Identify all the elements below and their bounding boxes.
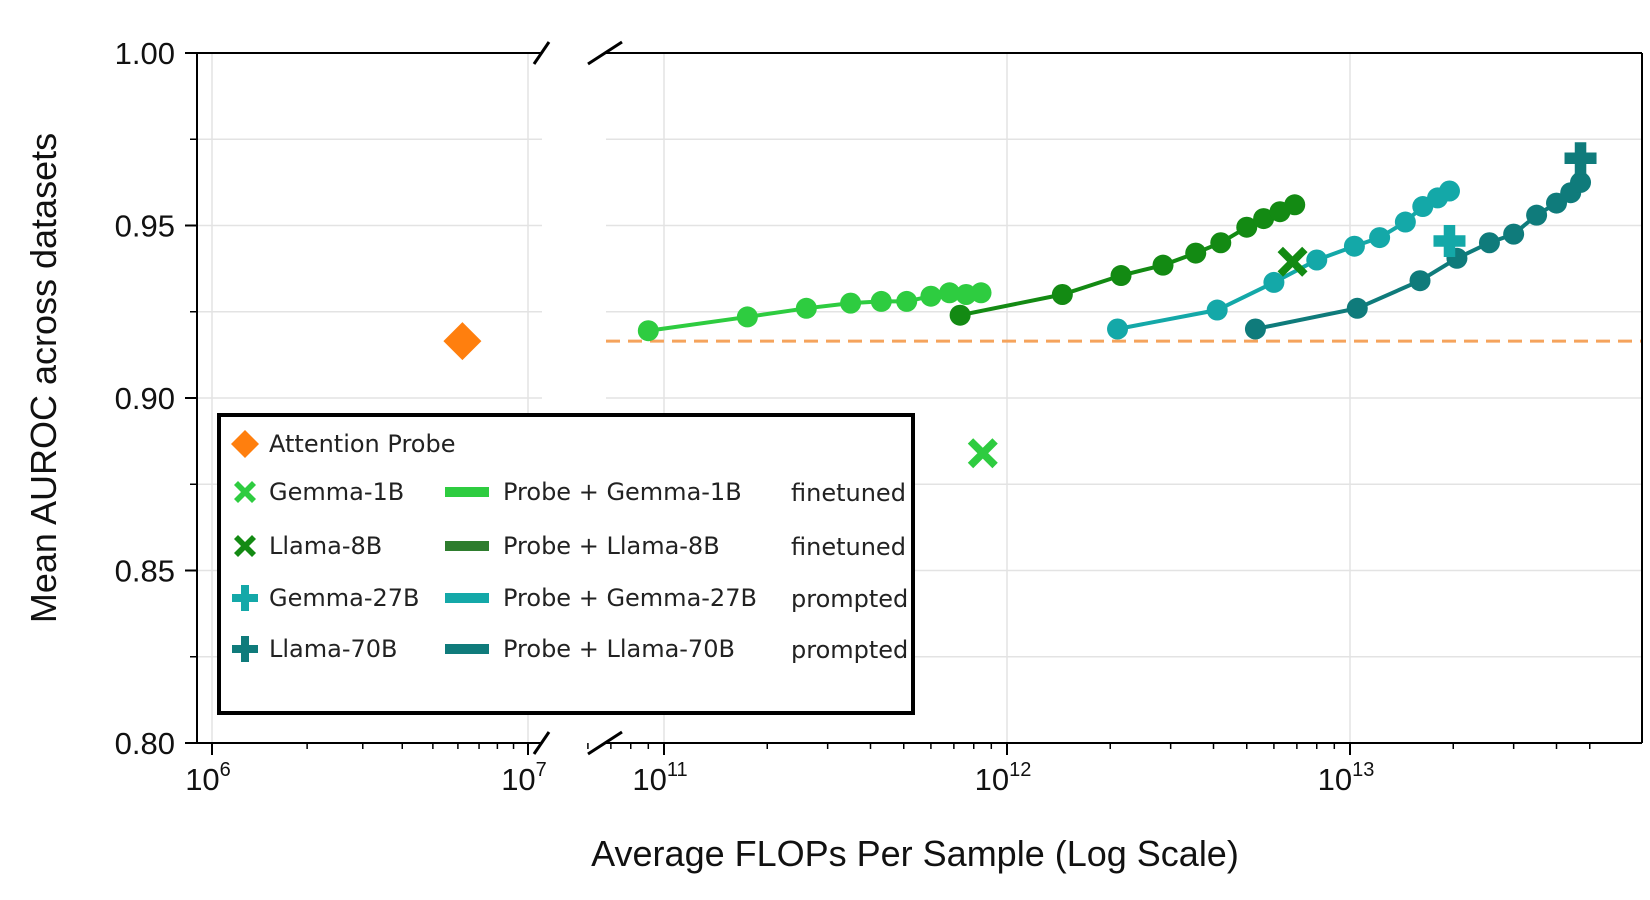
data-point bbox=[939, 282, 961, 304]
line-swatch-icon bbox=[445, 487, 489, 497]
series-layer bbox=[443, 142, 1597, 469]
axis-break-mark bbox=[532, 41, 551, 65]
data-point bbox=[1409, 270, 1431, 292]
legend-item-llama-70b: Llama-70B bbox=[229, 632, 398, 666]
model-point-x bbox=[967, 438, 998, 469]
legend-item-llama-8b: Llama-8B bbox=[229, 529, 382, 563]
data-point bbox=[870, 290, 892, 312]
attention-probe-point bbox=[443, 322, 482, 361]
plus-marker-icon bbox=[229, 581, 269, 615]
legend-item-probe-llama-8b: Probe + Llama-8B bbox=[445, 529, 720, 563]
x-tick-label: 1011 bbox=[632, 759, 687, 797]
data-point bbox=[1210, 232, 1232, 254]
legend-label: Probe + Llama-70B bbox=[503, 635, 735, 663]
legend-item-gemma-27b: Gemma-27B bbox=[229, 581, 420, 615]
data-point bbox=[1526, 204, 1548, 226]
data-point bbox=[1236, 216, 1258, 238]
legend-item-attention-probe: Attention Probe bbox=[229, 427, 455, 461]
line-swatch-icon bbox=[445, 644, 489, 654]
data-point bbox=[1244, 318, 1266, 340]
legend-label: Llama-8B bbox=[269, 532, 383, 560]
y-tick-label: 0.90 bbox=[115, 381, 175, 416]
axis-break-mark bbox=[587, 730, 623, 756]
data-point bbox=[949, 304, 971, 326]
legend-note-llama-70b: prompted bbox=[791, 636, 909, 664]
legend-item-probe-gemma-27b: Probe + Gemma-27B bbox=[445, 581, 757, 615]
data-point bbox=[1369, 227, 1391, 249]
legend-item-gemma-1b: Gemma-1B bbox=[229, 475, 404, 509]
data-point bbox=[1438, 180, 1460, 202]
data-point bbox=[1570, 171, 1592, 193]
data-point bbox=[795, 297, 817, 319]
data-point bbox=[896, 290, 918, 312]
axes: 0.80 0.85 0.90 0.95 1.00 106 107 1011 1012 1013 bbox=[115, 36, 1643, 797]
legend-label: Gemma-27B bbox=[269, 584, 420, 612]
data-point bbox=[840, 292, 862, 314]
legend-label: Probe + Gemma-27B bbox=[503, 584, 757, 612]
axis-labels: Mean AUROC across datasets Average FLOPs… bbox=[23, 133, 1239, 874]
data-point bbox=[1185, 242, 1207, 264]
data-point bbox=[1394, 211, 1416, 233]
data-point bbox=[1284, 194, 1306, 216]
data-point bbox=[1503, 223, 1525, 245]
legend-item-probe-gemma-1b: Probe + Gemma-1B bbox=[445, 475, 742, 509]
plus-marker-icon bbox=[229, 632, 269, 666]
data-point bbox=[637, 320, 659, 342]
data-point bbox=[1110, 265, 1132, 287]
x-marker-icon bbox=[229, 529, 269, 563]
x-tick-label: 1012 bbox=[975, 759, 1032, 797]
data-point bbox=[970, 282, 992, 304]
x-marker-icon bbox=[229, 475, 269, 509]
y-axis-label: Mean AUROC across datasets bbox=[23, 133, 64, 623]
data-point bbox=[1343, 235, 1365, 257]
data-point bbox=[1346, 297, 1368, 319]
data-point bbox=[1107, 318, 1129, 340]
model-point-x bbox=[1277, 246, 1308, 277]
diamond-icon bbox=[229, 427, 269, 461]
line-swatch-icon bbox=[445, 541, 489, 551]
axis-break-mark bbox=[587, 40, 623, 66]
diamond-marker bbox=[231, 430, 259, 458]
legend: Attention Probe Gemma-1B Llama-8B Gemma-… bbox=[217, 413, 915, 715]
model-point-plus bbox=[1433, 225, 1466, 258]
legend-label: Gemma-1B bbox=[269, 478, 405, 506]
x-axis-label: Average FLOPs Per Sample (Log Scale) bbox=[591, 833, 1239, 874]
x-tick-label: 106 bbox=[185, 759, 231, 797]
data-point bbox=[1306, 249, 1328, 271]
data-point bbox=[1206, 299, 1228, 321]
line-swatch-icon bbox=[445, 593, 489, 603]
model-point-plus bbox=[1564, 142, 1597, 175]
legend-note-gemma-27b: prompted bbox=[791, 585, 909, 613]
data-point bbox=[1253, 208, 1275, 230]
y-tick-label: 0.85 bbox=[115, 554, 175, 589]
data-point bbox=[920, 285, 942, 307]
data-point bbox=[1152, 254, 1174, 276]
data-point bbox=[1478, 232, 1500, 254]
y-tick-label: 1.00 bbox=[115, 36, 175, 71]
axis-break-mark bbox=[532, 731, 551, 755]
x-tick-label: 1013 bbox=[1318, 759, 1375, 797]
legend-item-probe-llama-70b: Probe + Llama-70B bbox=[445, 632, 735, 666]
legend-label: Attention Probe bbox=[269, 430, 456, 458]
y-tick-label: 0.95 bbox=[115, 209, 175, 244]
data-point bbox=[1051, 284, 1073, 305]
legend-label: Probe + Llama-8B bbox=[503, 532, 720, 560]
y-tick-label: 0.80 bbox=[115, 726, 175, 761]
legend-label: Llama-70B bbox=[269, 635, 398, 663]
legend-label: Probe + Gemma-1B bbox=[503, 478, 742, 506]
data-point bbox=[736, 306, 758, 328]
data-point bbox=[1263, 271, 1285, 293]
x-tick-label: 107 bbox=[501, 759, 547, 797]
legend-note-llama-8b: finetuned bbox=[791, 533, 906, 561]
legend-note-gemma-1b: finetuned bbox=[791, 479, 906, 507]
